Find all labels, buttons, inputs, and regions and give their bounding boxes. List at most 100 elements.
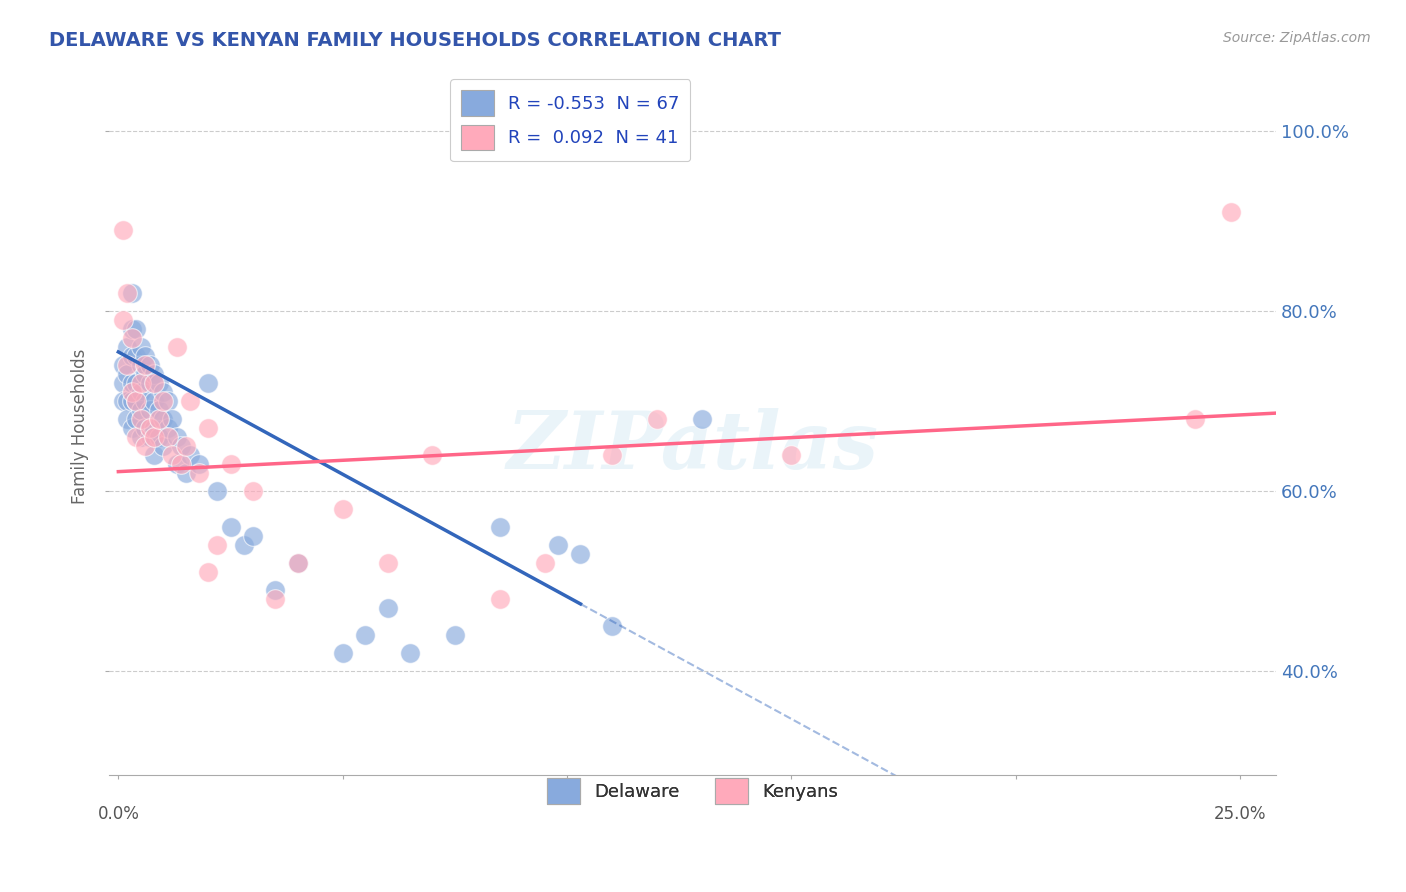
Point: [444, 628, 467, 642]
Point: [121, 421, 143, 435]
Point: [125, 412, 148, 426]
Point: [148, 430, 170, 444]
Point: [287, 557, 309, 571]
Point: [1184, 412, 1206, 426]
Point: [125, 394, 148, 409]
Point: [377, 557, 399, 571]
Point: [129, 385, 152, 400]
Point: [399, 647, 422, 661]
Point: [117, 340, 139, 354]
Point: [143, 394, 166, 409]
Point: [117, 359, 139, 373]
Point: [156, 430, 179, 444]
Point: [422, 449, 444, 463]
Point: [645, 412, 668, 426]
Point: [125, 322, 148, 336]
Point: [111, 223, 134, 237]
Point: [129, 412, 152, 426]
Point: [170, 458, 193, 472]
Point: [600, 449, 623, 463]
Point: [332, 502, 354, 516]
Point: [139, 430, 162, 444]
Point: [111, 376, 134, 391]
Point: [188, 467, 211, 481]
Point: [174, 439, 197, 453]
Point: [134, 359, 156, 373]
Text: 25.0%: 25.0%: [1213, 805, 1267, 823]
Point: [780, 449, 803, 463]
Point: [242, 484, 264, 499]
Point: [129, 376, 152, 391]
Point: [148, 403, 170, 417]
Point: [179, 394, 201, 409]
Point: [242, 529, 264, 543]
Point: [121, 394, 143, 409]
Point: [188, 458, 211, 472]
Point: [121, 350, 143, 364]
Point: [569, 548, 592, 562]
Point: [111, 394, 134, 409]
Point: [156, 394, 179, 409]
Point: [152, 412, 174, 426]
Point: [233, 538, 256, 552]
Point: [134, 394, 156, 409]
Point: [143, 430, 166, 444]
Point: [134, 350, 156, 364]
Point: [121, 322, 143, 336]
Point: [143, 449, 166, 463]
Point: [152, 385, 174, 400]
Point: [139, 376, 162, 391]
Point: [488, 592, 510, 607]
Point: [174, 467, 197, 481]
Point: [111, 313, 134, 327]
Point: [143, 368, 166, 382]
Point: [205, 538, 228, 552]
Point: [139, 359, 162, 373]
Point: [121, 286, 143, 301]
Point: [139, 403, 162, 417]
Point: [134, 368, 156, 382]
Point: [354, 628, 377, 642]
Y-axis label: Family Households: Family Households: [72, 349, 89, 504]
Point: [488, 520, 510, 534]
Point: [117, 412, 139, 426]
Point: [129, 359, 152, 373]
Point: [1220, 205, 1243, 219]
Point: [129, 403, 152, 417]
Point: [117, 368, 139, 382]
Point: [148, 376, 170, 391]
Point: [600, 619, 623, 633]
Text: DELAWARE VS KENYAN FAMILY HOUSEHOLDS CORRELATION CHART: DELAWARE VS KENYAN FAMILY HOUSEHOLDS COR…: [49, 31, 782, 50]
Text: 0.0%: 0.0%: [97, 805, 139, 823]
Point: [125, 430, 148, 444]
Point: [197, 421, 219, 435]
Legend: Delaware, Kenyans: Delaware, Kenyans: [536, 767, 849, 814]
Point: [125, 376, 148, 391]
Point: [117, 286, 139, 301]
Point: [197, 566, 219, 580]
Point: [160, 449, 183, 463]
Point: [129, 430, 152, 444]
Text: ZIPatlas: ZIPatlas: [506, 409, 879, 486]
Point: [179, 449, 201, 463]
Point: [166, 430, 188, 444]
Point: [197, 376, 219, 391]
Point: [125, 350, 148, 364]
Point: [264, 583, 287, 598]
Point: [377, 601, 399, 615]
Point: [170, 439, 193, 453]
Point: [134, 421, 156, 435]
Text: Source: ZipAtlas.com: Source: ZipAtlas.com: [1223, 31, 1371, 45]
Point: [533, 557, 555, 571]
Point: [156, 421, 179, 435]
Point: [111, 359, 134, 373]
Point: [143, 421, 166, 435]
Point: [117, 394, 139, 409]
Point: [219, 458, 242, 472]
Point: [152, 439, 174, 453]
Point: [287, 557, 309, 571]
Point: [139, 421, 162, 435]
Point: [219, 520, 242, 534]
Point: [125, 394, 148, 409]
Point: [143, 376, 166, 391]
